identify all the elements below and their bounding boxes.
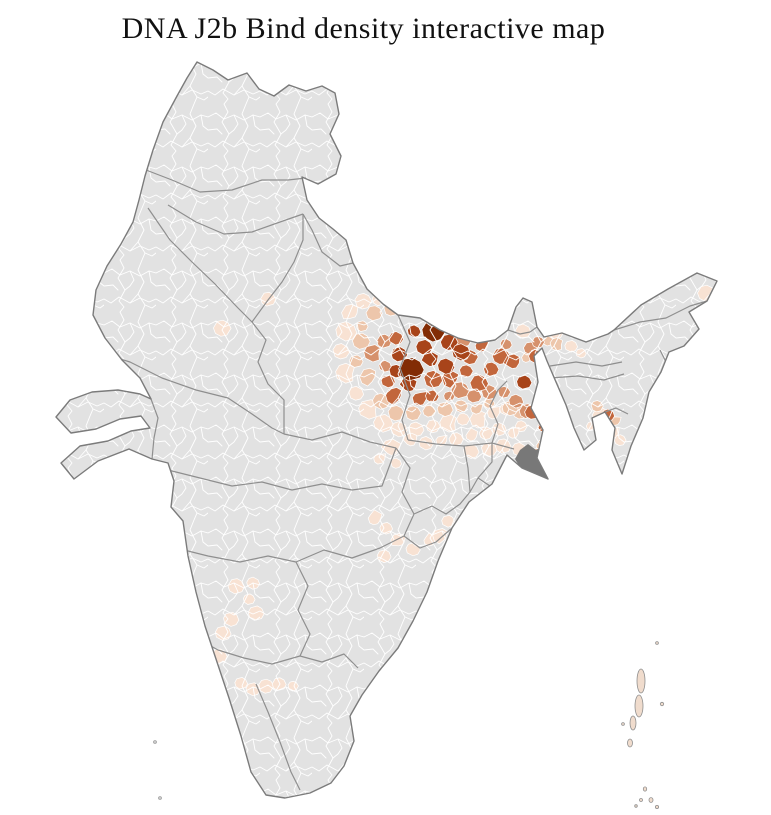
state-border bbox=[645, 399, 657, 445]
island[interactable] bbox=[629, 715, 637, 731]
state-border bbox=[507, 326, 538, 335]
island[interactable] bbox=[636, 668, 646, 694]
state-border bbox=[150, 398, 159, 460]
state-border bbox=[613, 300, 708, 331]
island[interactable] bbox=[627, 738, 633, 748]
country-outline bbox=[55, 61, 718, 799]
district-cell[interactable] bbox=[593, 419, 609, 433]
state-border bbox=[255, 683, 301, 791]
state-border bbox=[463, 445, 471, 493]
island[interactable] bbox=[655, 641, 659, 645]
state-border bbox=[604, 407, 629, 415]
state-border bbox=[147, 207, 253, 323]
state-border bbox=[302, 213, 354, 267]
state-border bbox=[251, 214, 304, 323]
island-dot bbox=[153, 740, 157, 744]
state-border bbox=[403, 527, 453, 549]
state-border bbox=[167, 204, 304, 235]
state-border bbox=[97, 351, 285, 435]
district-cell[interactable] bbox=[184, 627, 195, 637]
state-border bbox=[549, 361, 623, 367]
district-cell[interactable] bbox=[389, 292, 404, 306]
island[interactable] bbox=[659, 701, 665, 707]
state-border bbox=[299, 653, 359, 669]
island[interactable] bbox=[634, 804, 638, 808]
island[interactable] bbox=[634, 694, 644, 718]
island[interactable] bbox=[655, 805, 660, 810]
state-border bbox=[167, 447, 397, 491]
map-title: DNA J2b Bind density interactive map bbox=[121, 12, 606, 45]
state-border bbox=[397, 314, 411, 441]
island-dot bbox=[158, 796, 162, 800]
state-border bbox=[145, 169, 307, 193]
state-border bbox=[283, 431, 397, 449]
state-border bbox=[295, 561, 311, 657]
state-border bbox=[549, 373, 625, 381]
state-border bbox=[251, 321, 285, 434]
state-border bbox=[489, 380, 508, 444]
district-cell[interactable] bbox=[699, 312, 711, 322]
state-border bbox=[395, 447, 415, 537]
island[interactable] bbox=[642, 786, 648, 792]
island[interactable] bbox=[648, 797, 654, 803]
state-border bbox=[413, 443, 493, 515]
island[interactable] bbox=[639, 798, 643, 802]
island[interactable] bbox=[621, 722, 625, 726]
state-border bbox=[477, 477, 491, 487]
